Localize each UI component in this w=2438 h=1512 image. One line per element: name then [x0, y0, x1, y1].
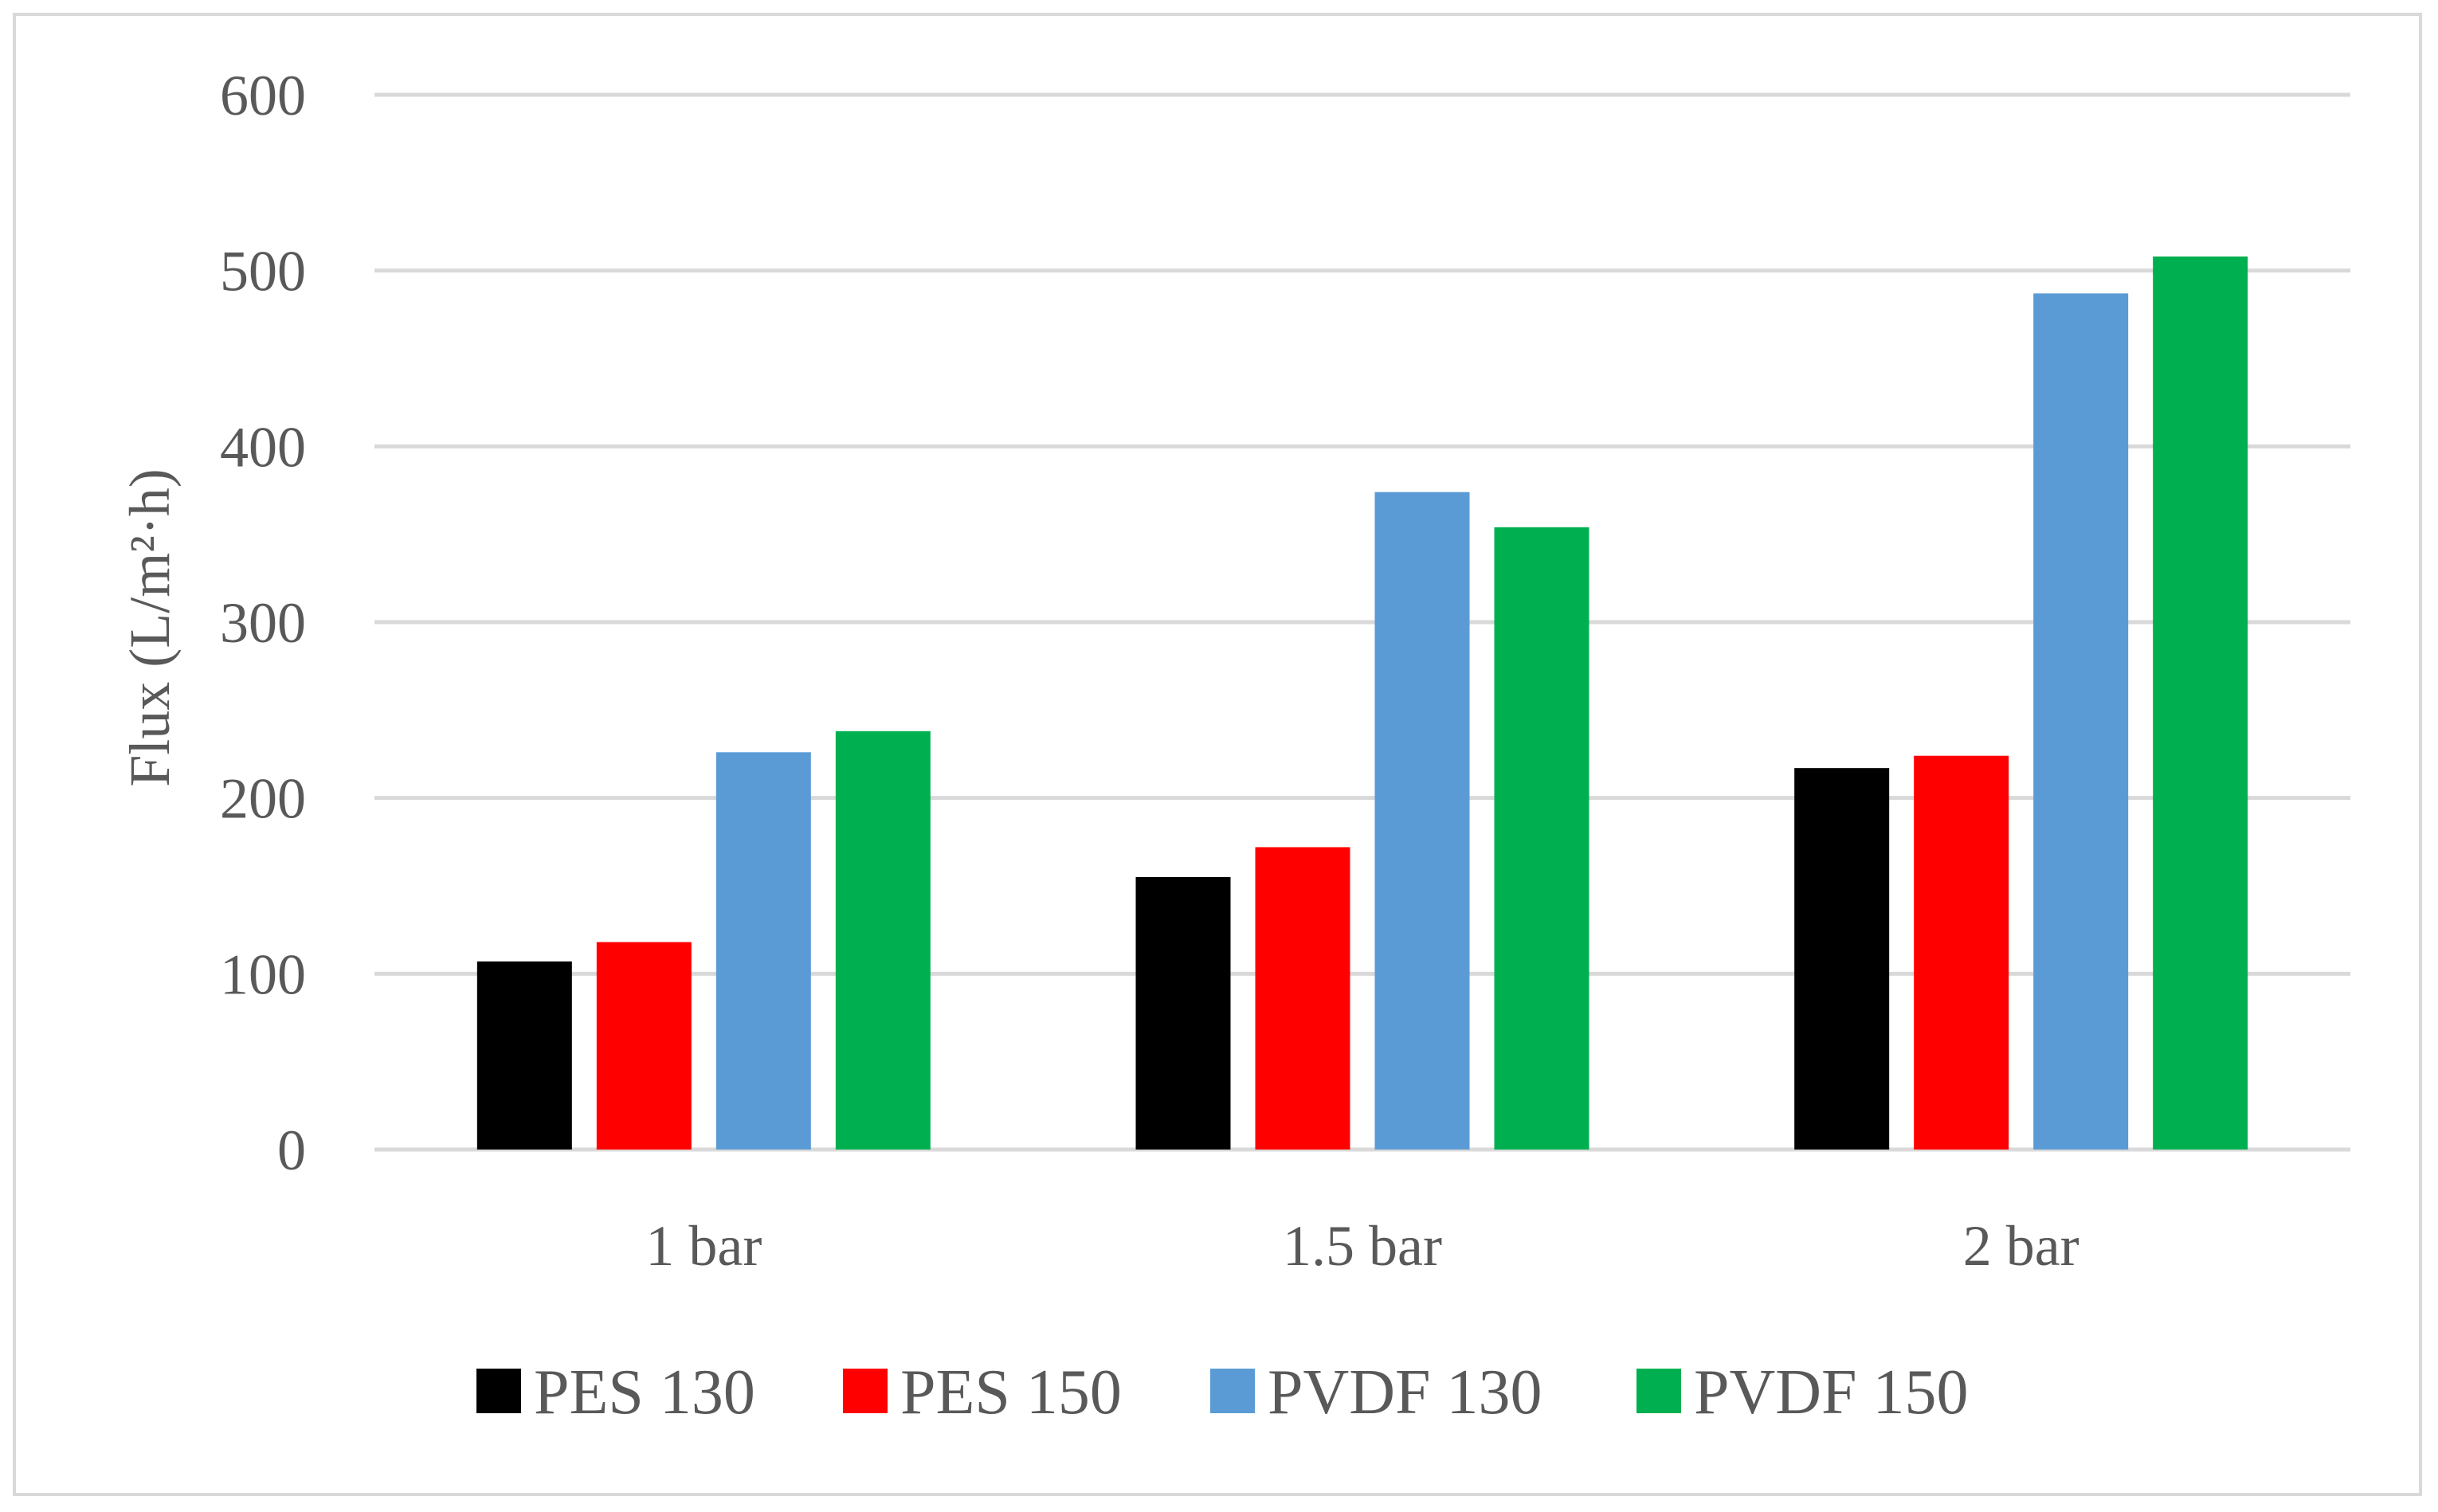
gridlines: [374, 92, 2350, 1152]
bar-pvdf-150-1_5-bar: [1494, 527, 1589, 1150]
bar-pes-150-1-bar: [596, 942, 692, 1150]
bars: [476, 257, 2248, 1150]
y-axis-title: Flux (L/m²·h): [118, 468, 182, 787]
x-tick-label: 1 bar: [645, 1214, 762, 1278]
y-tick-label: 100: [220, 942, 306, 1006]
legend-label: PES 130: [534, 1357, 755, 1428]
bar-pvdf-150-1-bar: [835, 731, 931, 1150]
x-tick-label: 1.5 bar: [1283, 1214, 1442, 1278]
y-tick-label: 200: [220, 767, 306, 831]
y-axis-ticks: 0 100 200 300 400 500 600: [220, 64, 306, 1182]
y-tick-label: 0: [277, 1118, 306, 1182]
bar-pvdf-130-1_5-bar: [1374, 492, 1470, 1150]
bar-pvdf-130-2-bar: [2033, 293, 2129, 1150]
bar-pes-150-2-bar: [1914, 755, 2009, 1150]
legend-label: PVDF 130: [1268, 1357, 1542, 1428]
bar-pes-130-1-bar: [476, 961, 572, 1150]
bar-pes-130-1_5-bar: [1135, 876, 1231, 1150]
x-tick-label: 2 bar: [1963, 1214, 2079, 1278]
legend-swatch: [476, 1369, 521, 1413]
bar-pvdf-130-1-bar: [715, 752, 811, 1150]
chart-frame: [13, 13, 2422, 1496]
x-axis-ticks: 1 bar 1.5 bar 2 bar: [645, 1214, 2079, 1278]
legend-swatch: [1636, 1369, 1681, 1413]
legend-swatch: [843, 1369, 888, 1413]
y-tick-label: 400: [220, 415, 306, 479]
y-tick-label: 600: [220, 64, 306, 127]
legend-label: PVDF 150: [1694, 1357, 1969, 1428]
legend-swatch: [1210, 1369, 1255, 1413]
bar-pes-130-2-bar: [1794, 768, 1890, 1150]
bar-pvdf-150-2-bar: [2153, 257, 2248, 1150]
y-tick-label: 300: [220, 591, 306, 655]
bar-pes-150-1_5-bar: [1255, 847, 1350, 1150]
y-tick-label: 500: [220, 240, 306, 304]
legend-label: PES 150: [900, 1357, 1122, 1428]
legend: PES 130 PES 150 PVDF 130 PVDF 150: [476, 1357, 1969, 1428]
